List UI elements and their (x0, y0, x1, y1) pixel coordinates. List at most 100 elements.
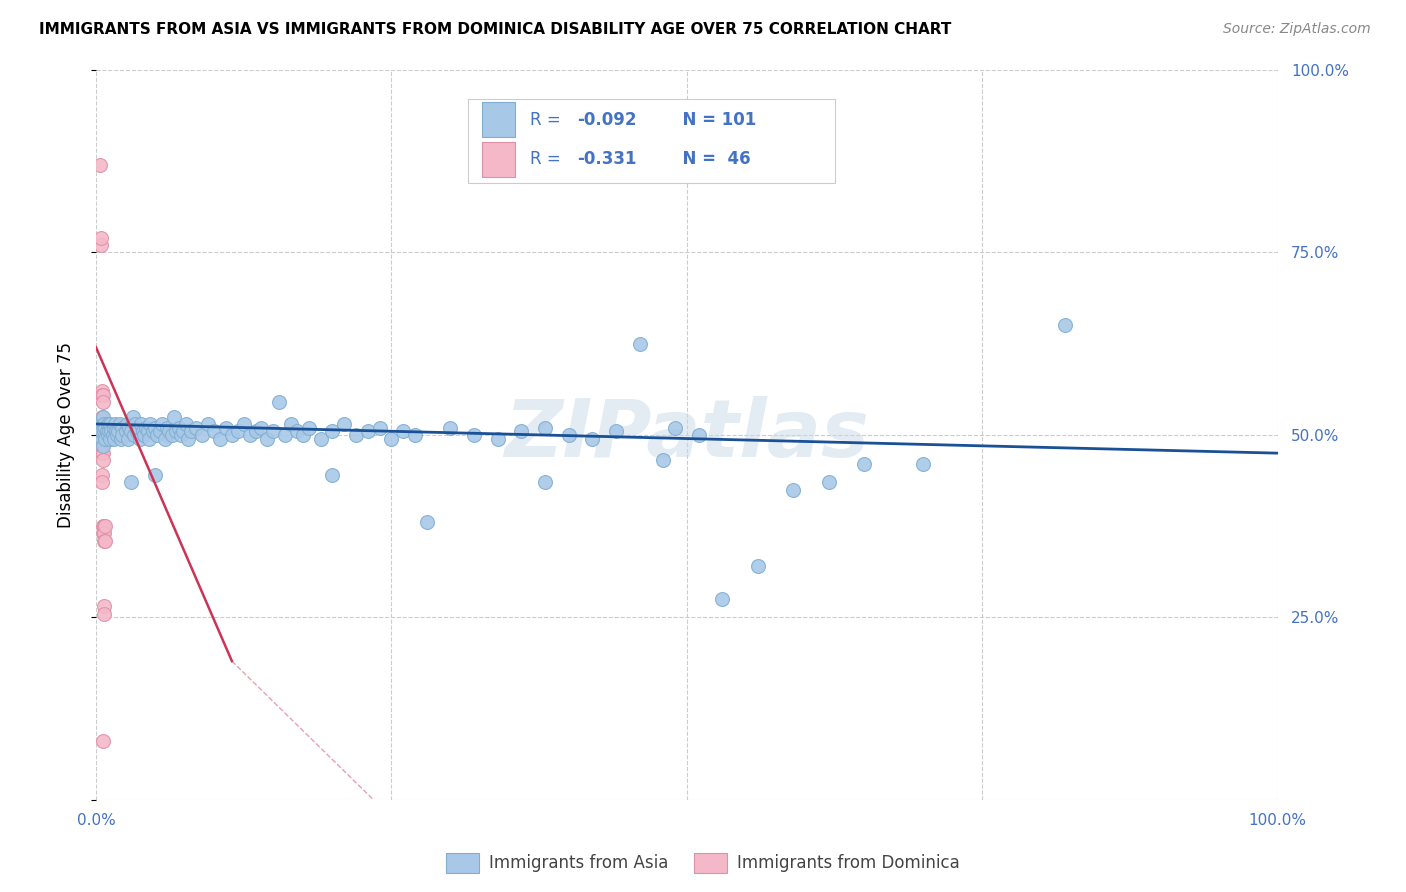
Point (96, 424, 118, 438)
Point (105, 428, 128, 442)
Point (463, 428, 485, 442)
Point (605, 424, 627, 438)
Point (581, 432, 603, 446)
Point (93, 519, 115, 533)
Y-axis label: Disability Age Over 75: Disability Age Over 75 (58, 342, 75, 528)
Point (153, 432, 176, 446)
Point (160, 428, 183, 442)
Point (98, 424, 121, 438)
Point (91, 395, 114, 409)
Point (262, 424, 284, 438)
Point (333, 417, 356, 431)
Point (122, 428, 145, 442)
Point (628, 336, 651, 351)
Point (135, 420, 157, 434)
Point (180, 424, 202, 438)
Point (90, 424, 112, 438)
FancyBboxPatch shape (482, 103, 516, 137)
Point (143, 468, 166, 483)
Point (90, 231, 112, 245)
Point (97, 417, 120, 431)
Point (108, 424, 131, 438)
Point (91, 519, 114, 533)
Point (97, 428, 120, 442)
Point (146, 428, 169, 442)
Point (138, 432, 160, 446)
Point (149, 424, 172, 438)
Point (90, 238, 112, 252)
Point (177, 432, 200, 446)
Point (107, 424, 129, 438)
Point (103, 432, 125, 446)
Point (163, 409, 186, 424)
Point (534, 475, 557, 490)
Point (114, 424, 136, 438)
Point (298, 420, 321, 434)
Point (368, 420, 391, 434)
Point (157, 424, 180, 438)
Point (197, 417, 219, 431)
Text: N = 101: N = 101 (672, 111, 756, 128)
Point (239, 428, 262, 442)
Point (94, 432, 117, 446)
Point (142, 424, 165, 438)
Legend: Immigrants from Asia, Immigrants from Dominica: Immigrants from Asia, Immigrants from Do… (440, 847, 966, 880)
Point (150, 417, 173, 431)
Point (280, 417, 302, 431)
Point (91, 428, 114, 442)
Point (103, 420, 125, 434)
Point (114, 428, 136, 442)
Text: -0.331: -0.331 (576, 150, 637, 168)
Point (321, 424, 343, 438)
Point (127, 424, 149, 438)
Point (91, 409, 114, 424)
Point (97, 428, 120, 442)
Point (357, 424, 380, 438)
Point (94, 424, 117, 438)
Point (747, 559, 769, 574)
Point (167, 420, 190, 434)
Point (416, 516, 439, 530)
Point (404, 428, 426, 442)
Point (121, 475, 143, 490)
Point (90, 417, 112, 431)
Point (124, 417, 146, 431)
Point (652, 453, 675, 467)
Point (165, 424, 187, 438)
Point (245, 424, 267, 438)
FancyBboxPatch shape (482, 142, 516, 177)
Point (93, 607, 115, 621)
Point (256, 432, 278, 446)
Text: -0.092: -0.092 (576, 111, 637, 128)
Point (90, 446, 112, 460)
Point (202, 424, 225, 438)
Point (94, 519, 117, 533)
Point (90, 424, 112, 438)
Text: ZIPatlas: ZIPatlas (505, 396, 869, 474)
Point (93, 533, 115, 548)
Point (96, 428, 118, 442)
Point (392, 424, 415, 438)
Point (111, 420, 134, 434)
Text: R =: R = (530, 150, 565, 168)
Point (103, 428, 125, 442)
Point (90, 439, 112, 453)
Point (486, 432, 509, 446)
Point (344, 428, 367, 442)
Point (285, 424, 308, 438)
Point (94, 420, 117, 434)
Point (110, 432, 132, 446)
Point (232, 417, 254, 431)
Text: Source: ZipAtlas.com: Source: ZipAtlas.com (1223, 22, 1371, 37)
Point (101, 428, 124, 442)
Point (853, 457, 876, 471)
Point (91, 388, 114, 402)
Point (121, 424, 143, 438)
Point (90, 468, 112, 483)
Point (291, 428, 314, 442)
Point (98, 424, 121, 438)
Point (91, 734, 114, 748)
Point (321, 468, 343, 483)
Text: R =: R = (530, 111, 565, 128)
Point (817, 475, 839, 490)
